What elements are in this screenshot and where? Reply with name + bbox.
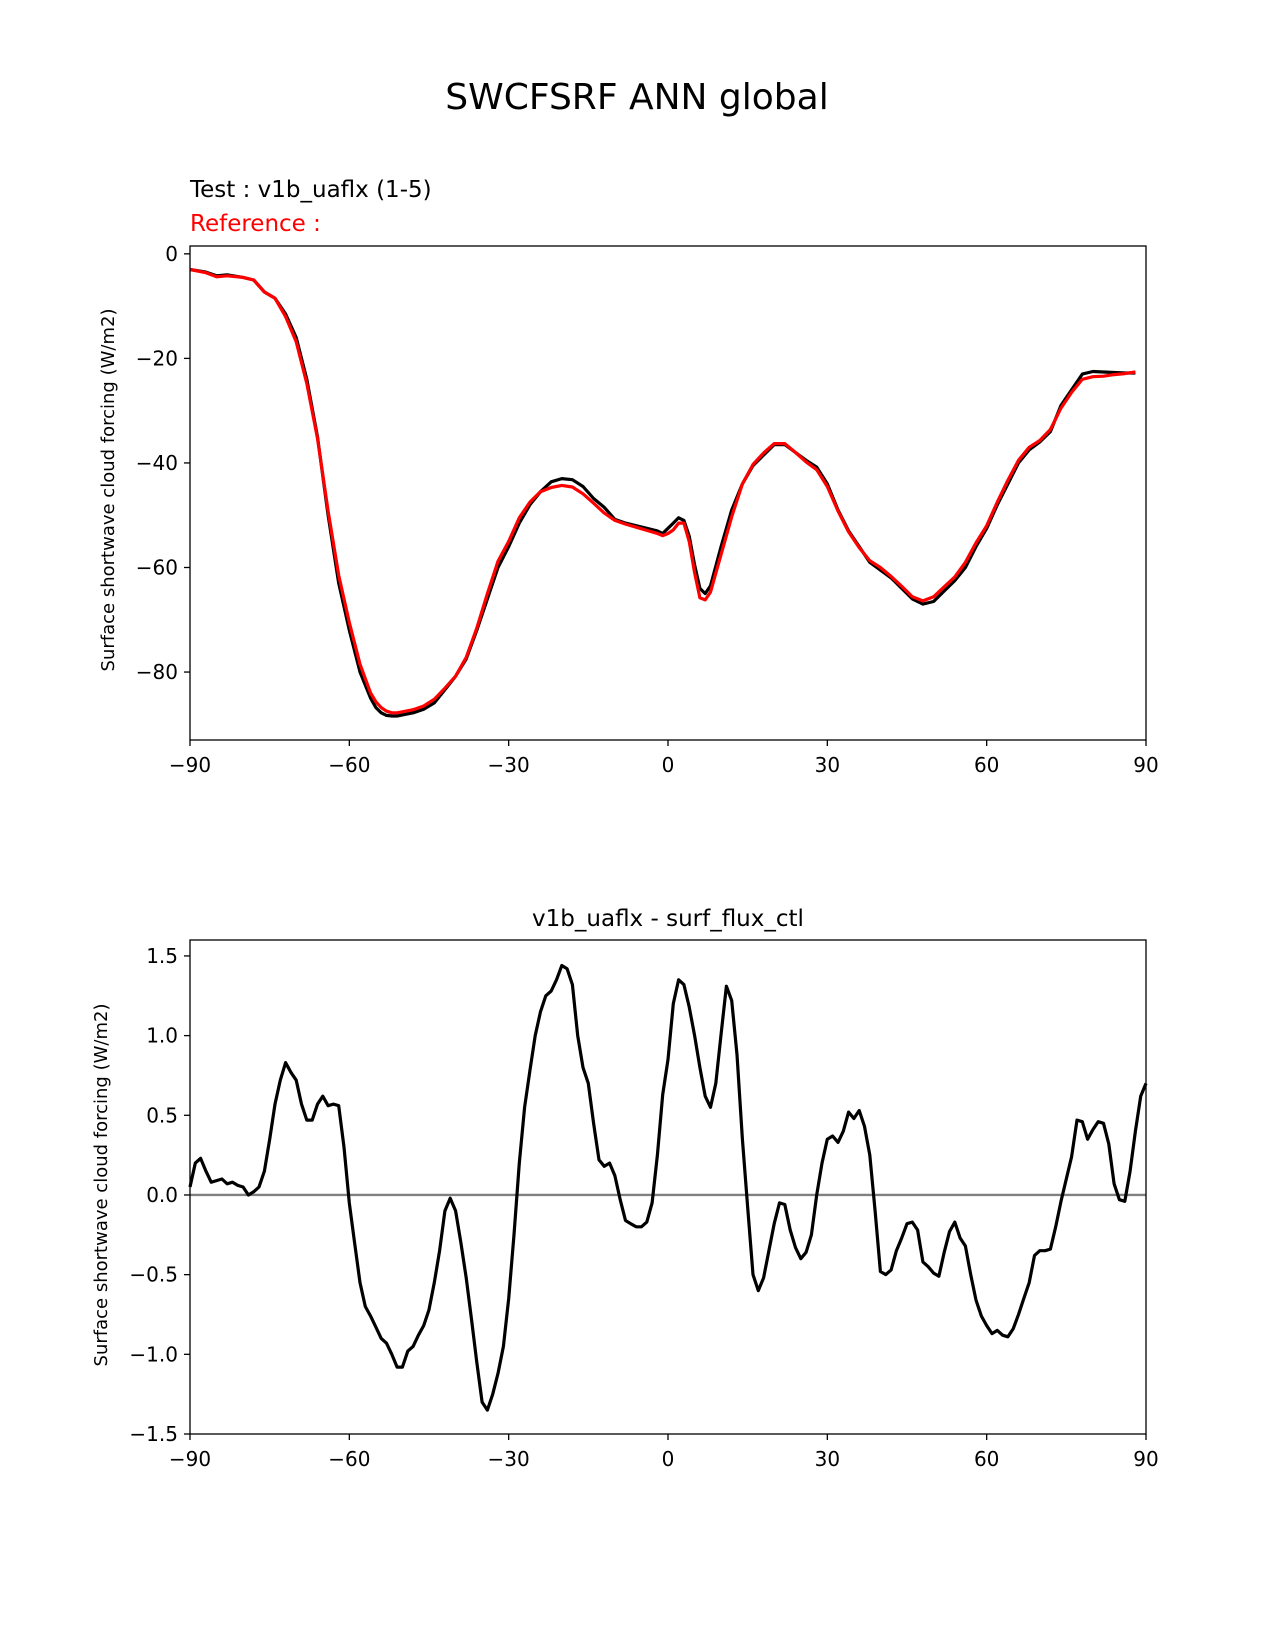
top-plot-frame [189,245,1147,741]
top-y-tick-label: 0 [165,242,178,266]
top-y-tick-label: −60 [136,555,178,579]
bottom-y-tick-label: 1.5 [146,944,178,968]
top-x-tick-label: 0 [662,753,675,777]
bottom-x-tick-label: −90 [169,1447,211,1471]
reference-label: Reference : [190,211,321,237]
top-series-reference [189,267,1136,715]
bottom-x-tick-label: −30 [488,1447,530,1471]
bottom-title: v1b_uaflx - surf_flux_ctl [532,906,804,932]
top-y-tick-label: −40 [136,451,178,475]
top-x-tick-label: 60 [974,753,999,777]
bottom-y-tick-label: 1.0 [146,1024,178,1048]
bottom-y-axis-label: Surface shortwave cloud forcing (W/m2) [91,1004,112,1367]
bottom-y-tick-label: 0.0 [146,1183,178,1207]
bottom-y-tick-label: −1.0 [129,1342,178,1366]
bottom-x-tick-label: 60 [974,1447,999,1471]
bottom-series-difference [188,963,1148,1412]
top-y-axis-label: Surface shortwave cloud forcing (W/m2) [98,309,119,672]
top-y-tick-label: −20 [136,346,178,370]
bottom-x-tick-label: 0 [662,1447,675,1471]
test-label: Test : v1b_uaflx (1-5) [189,177,432,203]
bottom-x-tick-label: 30 [815,1447,840,1471]
bottom-plot-frame [189,939,1147,1435]
bottom-x-tick-label: 90 [1133,1447,1158,1471]
top-y-tick-label: −80 [136,660,178,684]
top-series-test [189,267,1136,718]
top-x-tick-label: 30 [815,753,840,777]
bottom-x-tick-label: −60 [328,1447,370,1471]
top-x-tick-label: −90 [169,753,211,777]
top-x-tick-label: 90 [1133,753,1158,777]
top-x-tick-label: −60 [328,753,370,777]
top-panel: Test : v1b_uaflx (1-5) Reference : Surfa… [98,177,1159,777]
figure-title: SWCFSRF ANN global [445,77,828,118]
bottom-y-tick-label: −0.5 [129,1263,178,1287]
bottom-y-tick-label: 0.5 [146,1103,178,1127]
top-x-tick-label: −30 [488,753,530,777]
bottom-panel: v1b_uaflx - surf_flux_ctl Surface shortw… [91,906,1159,1471]
bottom-y-tick-label: −1.5 [129,1422,178,1446]
